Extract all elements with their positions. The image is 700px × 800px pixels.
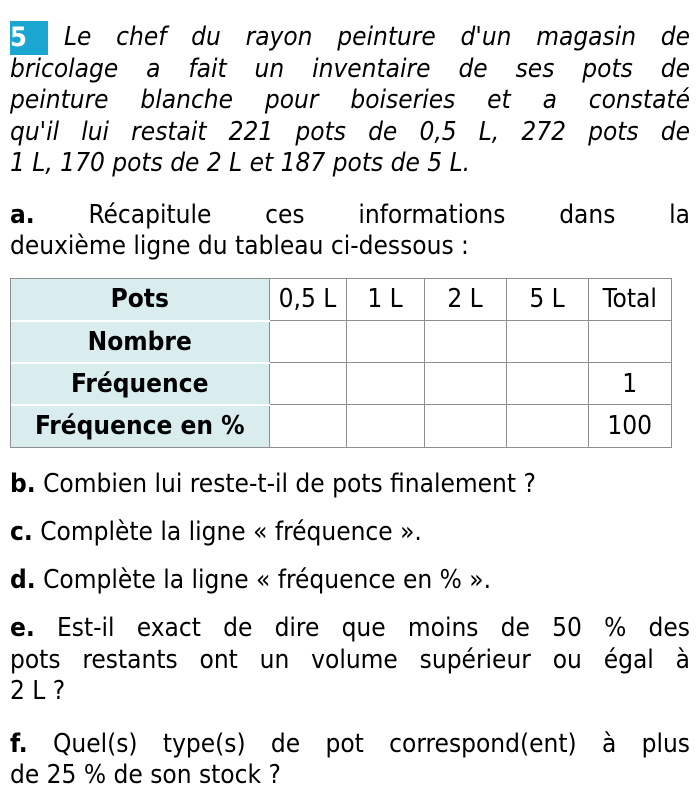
intro-line-3: peinture blanche pour boiseries et a con… <box>10 85 690 115</box>
question-c: c. Complète la ligne « fréquence ». <box>10 517 690 549</box>
cell-frequence-pct-total: 100 <box>587 404 671 447</box>
row-label-nombre: Nombre <box>11 319 270 364</box>
cell-nombre-2l <box>423 320 507 363</box>
cell-frequence-pct-2l <box>423 404 507 447</box>
question-c-label: c. <box>10 517 33 547</box>
question-a-line-2: deuxième ligne du tableau ci-dessous : <box>10 231 469 261</box>
table-row-frequence: Fréquence 1 <box>11 361 671 406</box>
exercise-intro: 5 Le chef du rayon peinture d'un magasin … <box>10 21 690 180</box>
cell-frequence-pct-5l <box>505 404 589 447</box>
question-e-line-2: pots restants ont un volume supérieur ou… <box>10 644 690 675</box>
question-f-label: f. <box>10 728 28 759</box>
cell-frequence-total: 1 <box>587 362 671 405</box>
table-header-row: Pots 0,5 L 1 L 2 L 5 L Total <box>11 278 671 322</box>
text-line: d. Complète la ligne « fréquence en % ». <box>10 565 690 597</box>
row-label-frequence: Fréquence <box>11 361 270 406</box>
question-f-line-1: Quel(s) type(s) de pot correspond(ent) à… <box>52 728 690 759</box>
question-d: d. Complète la ligne « fréquence en % ». <box>10 565 690 597</box>
question-d-label: d. <box>10 564 36 595</box>
cell-frequence-1l <box>345 362 425 405</box>
question-d-line-1: Complète la ligne « fréquence en % ». <box>43 564 492 595</box>
cell-frequence-5l <box>505 362 589 405</box>
question-e-line-3: 2 L ? <box>10 676 66 706</box>
exercise-number-badge: 5 <box>10 21 48 55</box>
cell-frequence-pct-1l <box>345 404 425 447</box>
table-row-nombre: Nombre <box>11 319 671 364</box>
text-line: 5 Le chef du rayon peinture d'un magasin … <box>10 21 690 55</box>
question-f: f. Quel(s) type(s) de pot correspond(ent… <box>10 729 690 792</box>
intro-line-2: bricolage a fait un inventaire de ses po… <box>10 53 690 84</box>
frequency-table: Pots 0,5 L 1 L 2 L 5 L Total Nombre Fréq… <box>11 278 671 447</box>
header-cell-1l: 1 L <box>345 278 425 321</box>
question-c-line-1: Complète la ligne « fréquence ». <box>40 517 422 547</box>
cell-nombre-5l <box>505 320 589 363</box>
question-e-label: e. <box>10 613 35 643</box>
question-b-line-1: Combien lui reste-t-il de pots finalemen… <box>43 468 536 499</box>
cell-nombre-total <box>587 320 671 363</box>
row-label-frequence-pct: Fréquence en % <box>11 403 270 447</box>
cell-frequence-pct-05l <box>268 404 347 447</box>
question-f-line-2: de 25 % de son stock ? <box>10 760 281 790</box>
question-e: e. Est-il exact de dire que moins de 50 … <box>10 613 690 708</box>
cell-nombre-05l <box>268 320 347 363</box>
question-a: a. Récapitule ces informations dans la d… <box>10 200 690 263</box>
text-line: c. Complète la ligne « fréquence ». <box>10 517 690 549</box>
question-b: b. Combien lui reste-t-il de pots finale… <box>10 469 690 501</box>
question-a-label: a. <box>10 199 35 230</box>
text-line: f. Quel(s) type(s) de pot correspond(ent… <box>10 729 690 761</box>
table-row-frequence-pct: Fréquence en % 100 <box>11 403 671 447</box>
cell-nombre-1l <box>345 320 425 363</box>
intro-line-5: 1 L, 170 pots de 2 L et 187 pots de 5 L. <box>10 148 471 178</box>
exercise-page: 5 Le chef du rayon peinture d'un magasin … <box>0 21 700 800</box>
text-line: b. Combien lui reste-t-il de pots finale… <box>10 469 690 501</box>
header-cell-5l: 5 L <box>505 278 589 321</box>
intro-line-4: qu'il lui restait 221 pots de 0,5 L, 272… <box>10 116 690 147</box>
text-line: e. Est-il exact de dire que moins de 50 … <box>10 613 690 645</box>
header-cell-2l: 2 L <box>423 278 507 321</box>
frequency-table-wrapper: Pots 0,5 L 1 L 2 L 5 L Total Nombre Fréq… <box>10 277 672 448</box>
text-line: a. Récapitule ces informations dans la <box>10 200 690 232</box>
header-cell-total: Total <box>587 278 671 321</box>
question-a-line-1: Récapitule ces informations dans la <box>88 199 690 230</box>
question-e-line-1: Est-il exact de dire que moins de 50 % d… <box>56 613 690 643</box>
header-cell-pots: Pots <box>11 278 270 322</box>
question-b-label: b. <box>10 468 36 499</box>
cell-frequence-05l <box>268 362 347 405</box>
intro-line-1: Le chef du rayon peinture d'un magasin d… <box>64 22 690 52</box>
header-cell-05l: 0,5 L <box>268 278 347 321</box>
cell-frequence-2l <box>423 362 507 405</box>
